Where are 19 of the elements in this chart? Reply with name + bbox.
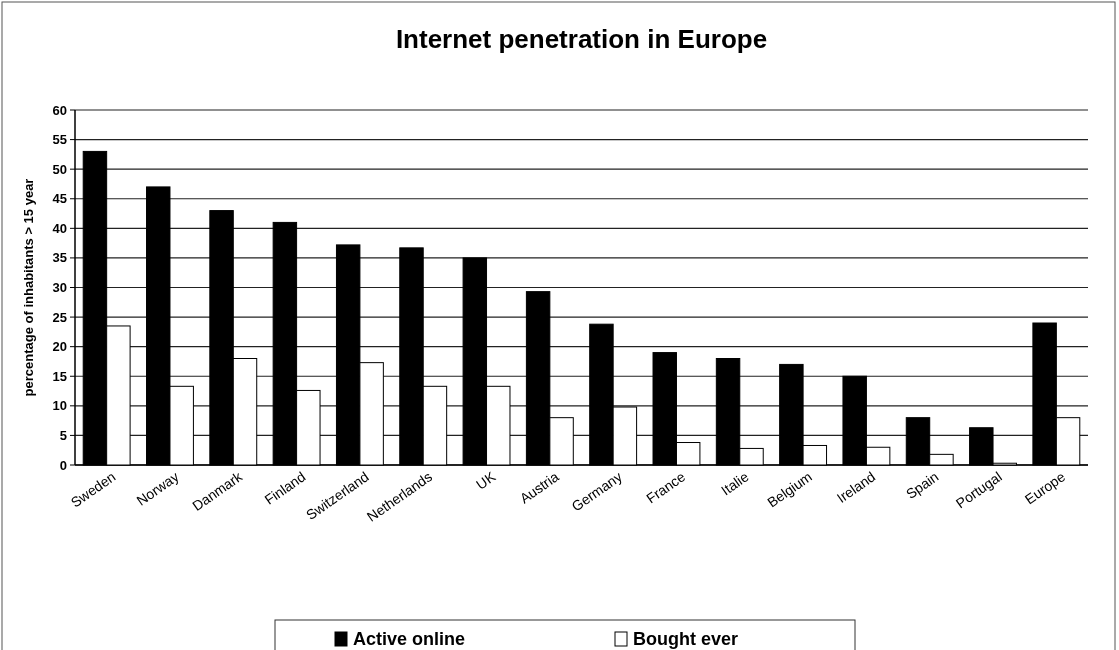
y-tick-label: 60 (52, 102, 67, 118)
y-tick-label: 30 (52, 280, 67, 296)
y-tick-label: 5 (59, 427, 67, 443)
y-tick-label: 40 (52, 220, 67, 236)
y-tick-label: 45 (52, 191, 67, 207)
x-tick-label: UK (473, 467, 499, 493)
y-tick-label: 55 (52, 132, 67, 148)
legend-label: Bought ever (633, 629, 739, 649)
x-tick-label: Italie (718, 468, 752, 499)
y-tick-label: 25 (52, 309, 67, 325)
y-tick-label: 35 (52, 250, 67, 266)
legend-label: Active online (353, 629, 466, 649)
y-tick-label: 0 (59, 457, 67, 473)
y-tick-label: 20 (52, 339, 67, 355)
y-tick-label: 50 (52, 161, 67, 177)
y-tick-label: 15 (52, 368, 67, 384)
y-axis-title: percentage of inhabitants > 15 year (21, 178, 36, 397)
y-tick-label: 10 (52, 398, 67, 414)
chart-title: Internet penetration in Europe (395, 24, 768, 54)
